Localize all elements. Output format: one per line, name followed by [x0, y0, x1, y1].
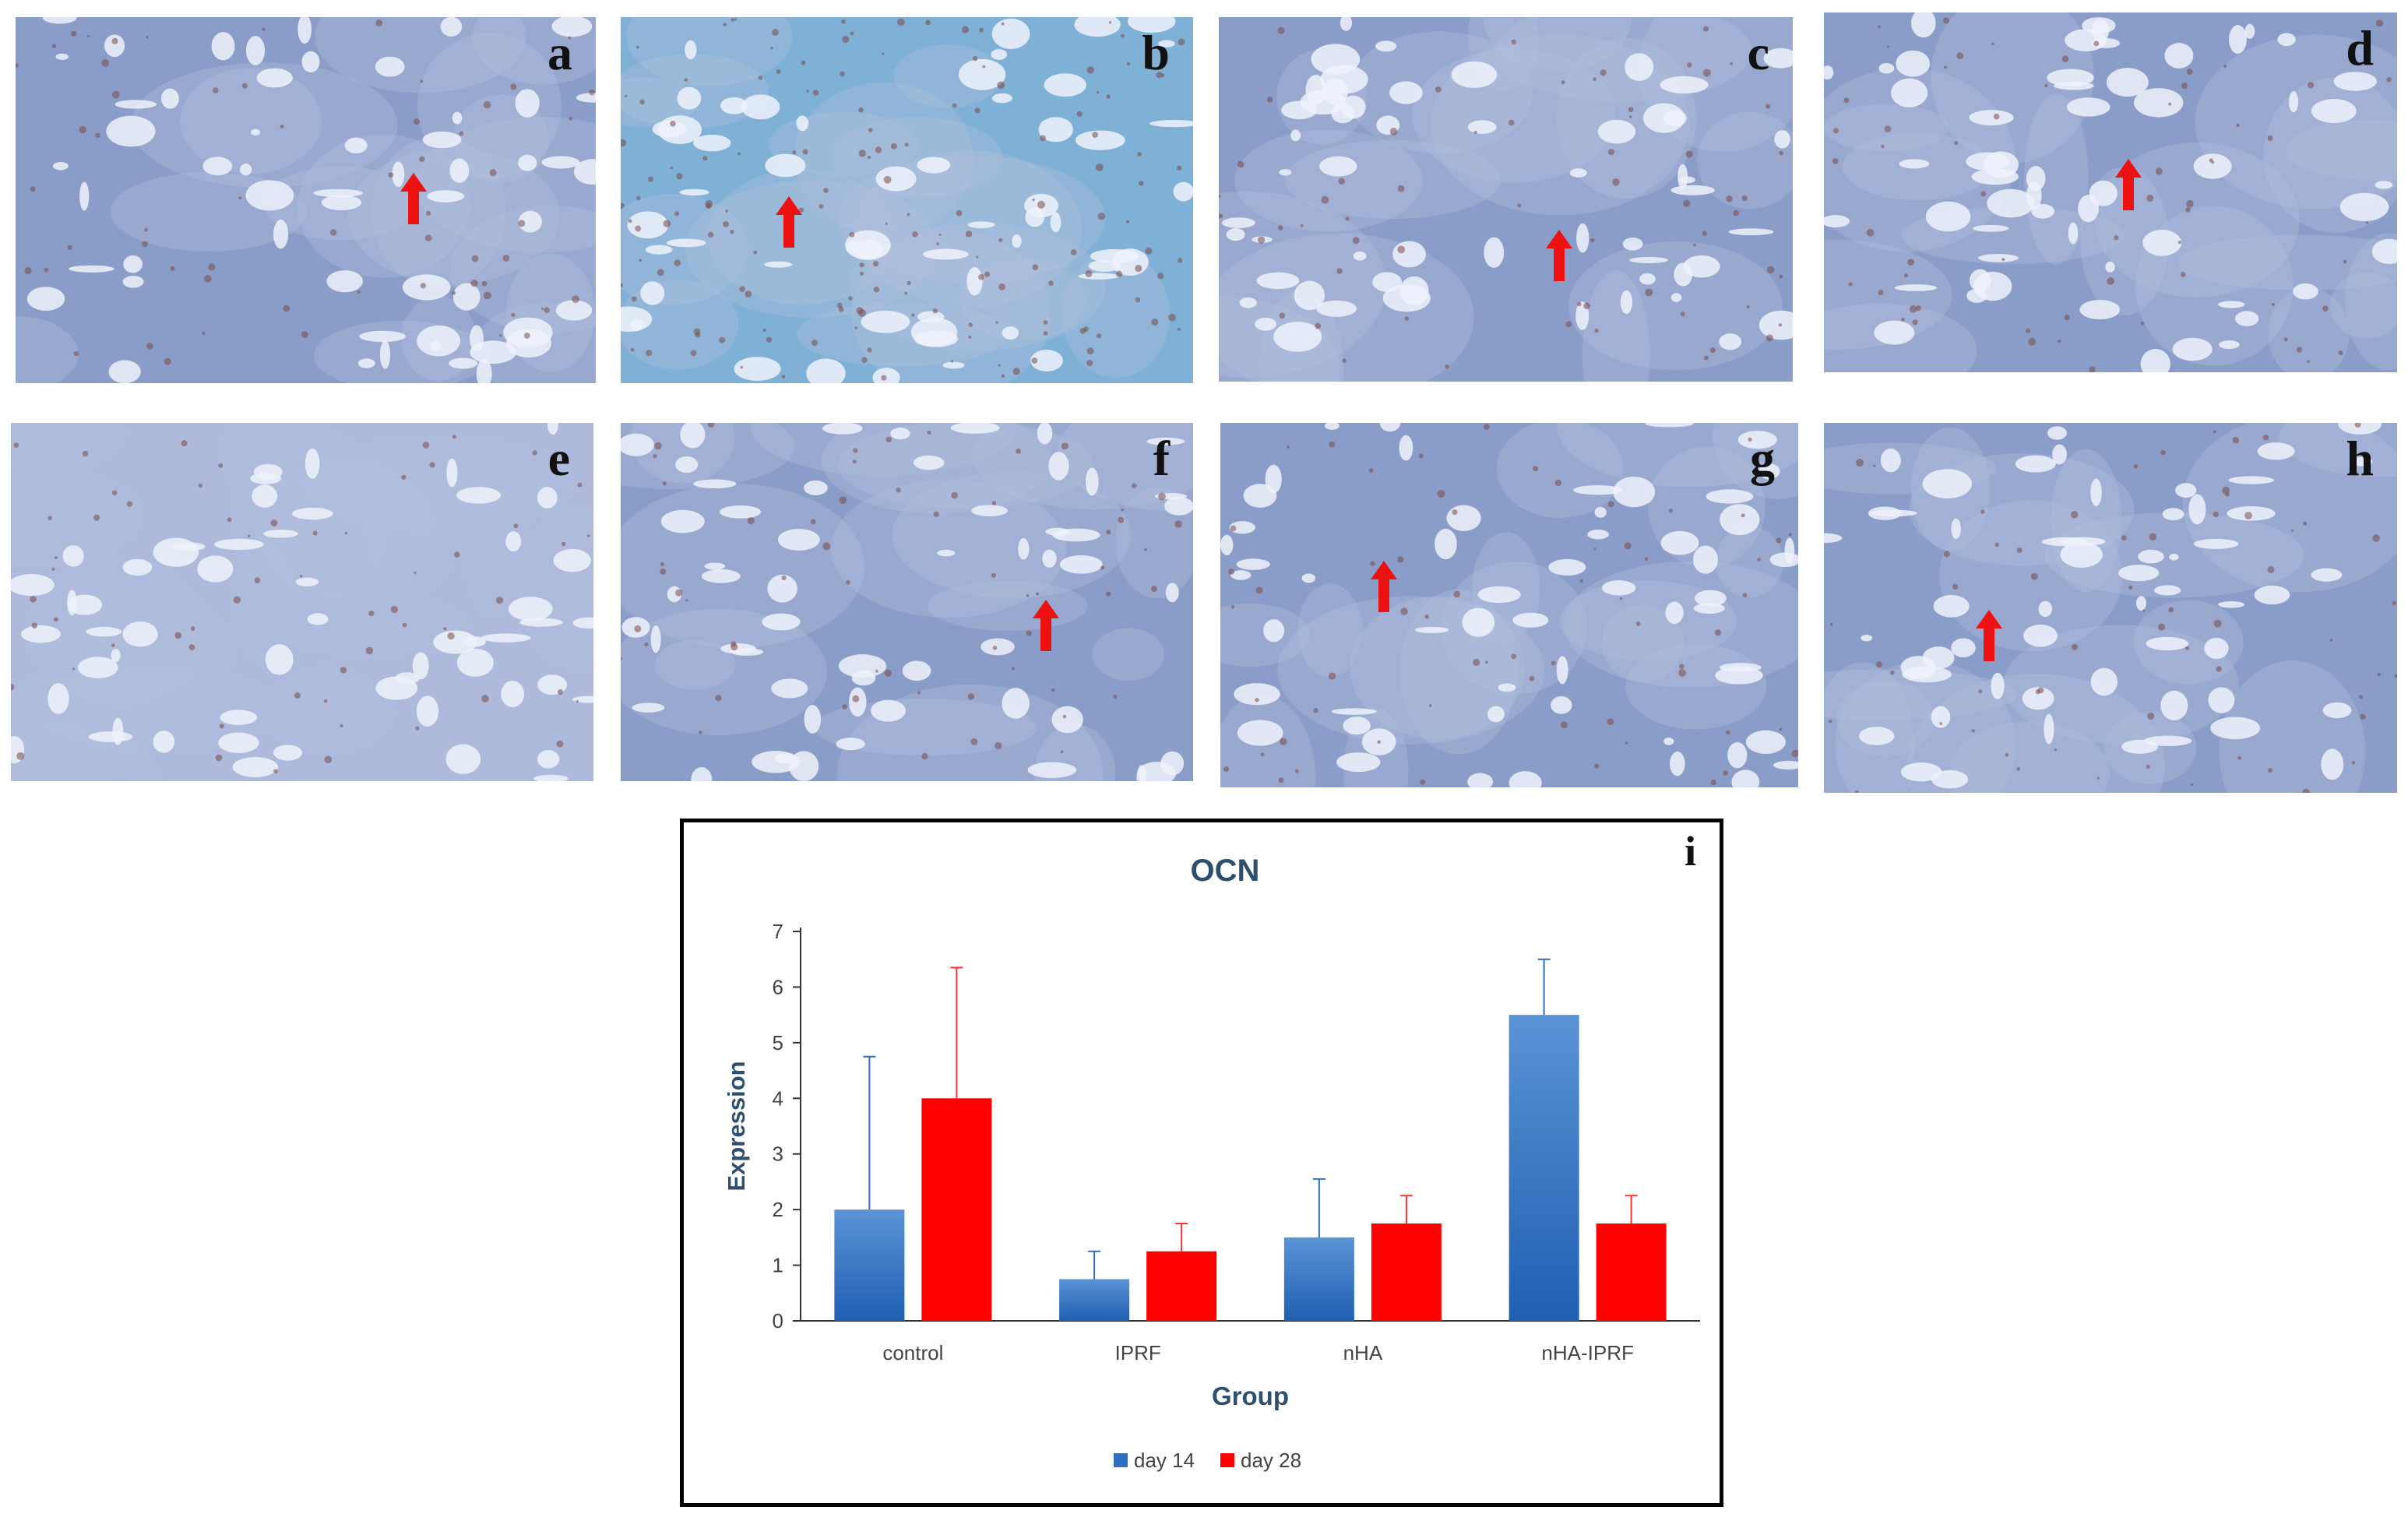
panel-label-c: c	[1747, 25, 1769, 80]
micrograph-a: a	[16, 17, 596, 383]
legend-label: day 14	[1134, 1449, 1195, 1472]
micrograph-c: c	[1219, 17, 1793, 382]
bar-day-28-nHA	[1371, 1223, 1442, 1321]
panel-label-e: e	[547, 431, 570, 486]
y-tick-label: 4	[773, 1086, 783, 1110]
bar-day-28-nHA-IPRF	[1596, 1223, 1667, 1321]
panel-label-a: a	[547, 25, 572, 80]
red-arrow-icon	[400, 173, 427, 224]
red-arrow-icon	[1976, 610, 2002, 661]
x-tick-label: control	[882, 1341, 943, 1364]
y-tick-label: 1	[773, 1254, 783, 1277]
micrograph-f: f	[621, 423, 1193, 781]
panel-label-f: f	[1153, 431, 1170, 486]
y-tick-label: 3	[773, 1143, 783, 1166]
red-arrow-icon	[1371, 561, 1397, 612]
red-arrow-icon	[1033, 600, 1059, 651]
tissue-texture	[16, 17, 596, 383]
bar-day-28-IPRF	[1146, 1251, 1217, 1321]
x-tick-label: nHA-IPRF	[1541, 1341, 1633, 1364]
tissue-texture	[1824, 423, 2397, 793]
legend-swatch	[1114, 1453, 1128, 1467]
bar-day-14-control	[834, 1209, 905, 1321]
panel-label-g: g	[1750, 431, 1775, 486]
micrograph-g: g	[1220, 423, 1798, 787]
bar-day-14-nHA-IPRF	[1509, 1015, 1579, 1321]
panel-label-d: d	[2346, 20, 2374, 76]
micrograph-h: h	[1824, 423, 2397, 793]
panel-label-h: h	[2346, 431, 2374, 486]
micrograph-b: b	[621, 17, 1193, 383]
red-arrow-icon	[776, 196, 802, 248]
tissue-texture	[11, 423, 593, 781]
bar-day-14-nHA	[1283, 1237, 1354, 1321]
red-arrow-icon	[2115, 159, 2142, 210]
legend-label: day 28	[1241, 1449, 1301, 1472]
legend: day 14 day 28	[1114, 1449, 1301, 1472]
y-tick-label: 7	[773, 920, 783, 943]
ocn-chart-panel: OCN 0 1 2 3 4 5 6 7 Expression control IPRF nHA nHA-I…	[680, 819, 1723, 1507]
y-tick-label: 5	[773, 1031, 783, 1054]
y-axis-label: Expression	[723, 1061, 750, 1191]
x-tick-label: IPRF	[1115, 1341, 1161, 1364]
y-tick-label: 0	[773, 1309, 783, 1333]
tissue-texture	[621, 17, 1193, 383]
red-arrow-icon	[1546, 230, 1572, 281]
bar-day-14-IPRF	[1059, 1279, 1130, 1321]
micrograph-d: d	[1824, 12, 2397, 372]
tissue-texture	[1824, 12, 2397, 372]
bar-day-28-control	[921, 1098, 992, 1321]
chart-title: OCN	[1191, 854, 1260, 888]
x-axis-label: Group	[1212, 1382, 1289, 1410]
tissue-texture	[1219, 17, 1793, 382]
y-tick-label: 2	[773, 1198, 783, 1221]
panel-label-i: i	[1684, 828, 1696, 875]
panel-label-b: b	[1142, 25, 1170, 80]
micrograph-e: e	[11, 423, 593, 781]
x-tick-label: nHA	[1343, 1341, 1383, 1364]
ocn-bar-chart: OCN 0 1 2 3 4 5 6 7 Expression control IPRF nHA nHA-I…	[723, 854, 1700, 1472]
y-tick-label: 6	[773, 975, 783, 998]
tissue-texture	[621, 423, 1193, 781]
legend-swatch	[1220, 1453, 1234, 1467]
tissue-texture	[1220, 423, 1798, 787]
